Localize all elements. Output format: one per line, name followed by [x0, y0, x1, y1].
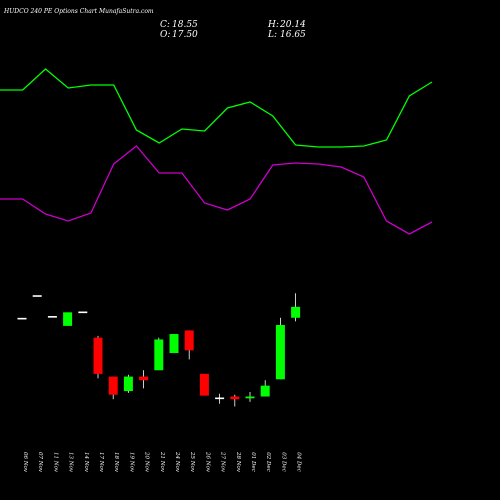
indicator-line-2 — [0, 145, 433, 235]
x-tick-label: 06 Nov — [22, 452, 28, 473]
candlestick-series — [17, 293, 301, 407]
x-tick-label: 21 Nov — [159, 451, 165, 473]
candle-body — [93, 337, 103, 374]
x-tick-label: 18 Nov — [113, 452, 119, 473]
candle-04-dec — [291, 293, 301, 322]
candle-25-nov — [184, 330, 194, 360]
x-tick-label: 04 Dec — [296, 452, 302, 472]
candle-body — [78, 311, 88, 314]
x-tick-label: 13 Nov — [68, 452, 74, 473]
candle-body — [245, 396, 255, 399]
x-axis-ticks: 06 Nov 07 Nov 11 Nov 13 Nov 14 Nov 17 Nov 18 N… — [22, 451, 302, 473]
x-tick-label: 28 Nov — [235, 451, 241, 473]
candle-13-nov — [63, 312, 73, 326]
x-tick-label: 03 Dec — [280, 452, 286, 472]
close-label: C: — [160, 20, 170, 30]
x-tick-label: 02 Dec — [265, 452, 271, 472]
high-value: 20.14 — [279, 20, 306, 30]
candle-28-nov — [230, 394, 240, 407]
candle-body — [63, 312, 73, 326]
x-tick-label: 17 Nov — [98, 452, 104, 473]
candle-body — [184, 330, 194, 351]
open-label: O: — [160, 30, 170, 40]
candle-26-nov — [199, 373, 209, 396]
x-tick-label: 20 Nov — [144, 451, 150, 473]
candle-body — [230, 396, 240, 400]
x-tick-label: 01 Dec — [250, 452, 256, 472]
candle-body — [108, 376, 118, 395]
x-tick-label: 11 Nov — [52, 452, 58, 473]
candle-body — [291, 306, 301, 318]
candle-14-nov — [78, 311, 88, 314]
candle-20-nov — [139, 370, 149, 389]
indicator-line-1 — [0, 68, 433, 148]
x-tick-label: 25 Nov — [189, 451, 195, 473]
candle-body — [275, 324, 285, 380]
candle-body — [17, 317, 27, 320]
close-value: 18.55 — [172, 20, 198, 30]
candle-21-nov — [154, 337, 164, 371]
candle-body — [154, 339, 164, 371]
candle-body — [169, 334, 179, 354]
candle-19-nov — [123, 374, 133, 393]
candle-03-dec — [275, 317, 285, 380]
x-tick-label: 14 Nov — [83, 452, 89, 473]
indicator-lines — [0, 68, 433, 235]
candle-body — [260, 385, 270, 397]
x-tick-label: 19 Nov — [128, 452, 134, 473]
candle-27-nov — [215, 393, 225, 404]
candle-24-nov — [169, 334, 179, 354]
candle-body — [215, 397, 225, 400]
candle-body — [139, 376, 149, 381]
low-value: 16.65 — [280, 30, 306, 40]
candle-02-dec — [260, 380, 270, 397]
candle-18-nov — [108, 376, 118, 400]
ohlc-header: C: 18.55 O: 17.50 H: 20.14 L: 16.65 — [160, 20, 306, 40]
candle-body — [47, 316, 57, 318]
candle-17-nov — [93, 335, 103, 379]
open-value: 17.50 — [172, 30, 198, 40]
candle-11-nov — [47, 316, 57, 318]
candle-body — [199, 373, 209, 396]
candle-06-nov — [17, 317, 27, 320]
x-tick-label: 24 Nov — [174, 451, 180, 473]
x-tick-label: 26 Nov — [204, 451, 210, 473]
candle-body — [32, 295, 42, 297]
candle-07-nov — [32, 295, 42, 297]
x-tick-label: 27 Nov — [220, 451, 226, 473]
candle-body — [123, 376, 133, 392]
low-label: L: — [267, 30, 277, 40]
candle-01-dec — [245, 391, 255, 402]
x-tick-label: 07 Nov — [37, 452, 43, 473]
high-label: H: — [267, 20, 279, 30]
chart-title: HUDCO 240 PE Options Chart MunafaSutra.c… — [3, 8, 154, 15]
